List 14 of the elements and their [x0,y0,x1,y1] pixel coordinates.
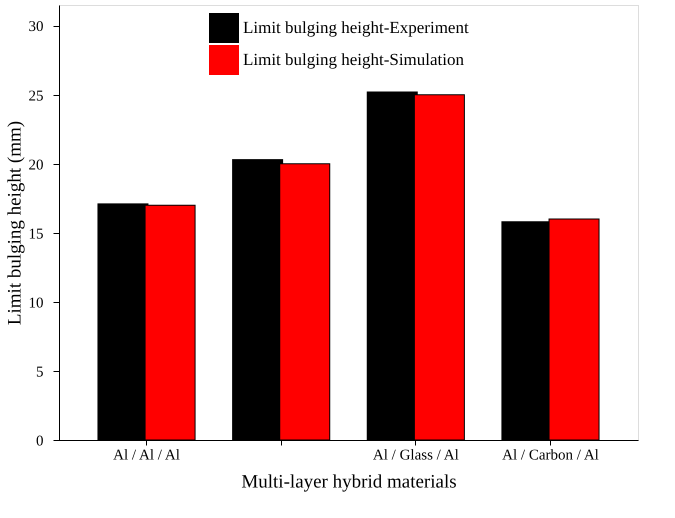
y-tick-label: 20 [28,157,44,174]
legend-label: Limit bulging height-Simulation [243,50,464,69]
y-tick-label: 15 [28,226,44,242]
x-tick-label: Al / Glass / Al [372,448,459,464]
y-tick-label: 0 [36,434,44,450]
x-tick-label: Al / Al / Al [113,448,180,464]
y-tick-label: 25 [28,88,44,104]
y-tick-label: 10 [28,295,44,312]
x-axis-title: Multi-layer hybrid materials [241,472,457,492]
y-tick-label: 5 [36,364,44,380]
y-axis-title: Limit bulging height (mm) [4,120,26,326]
y-tick-label: 30 [28,19,44,36]
legend-label: Limit bulging height-Experiment [243,18,469,37]
x-tick-label: Al / Carbon / Al [502,448,599,464]
